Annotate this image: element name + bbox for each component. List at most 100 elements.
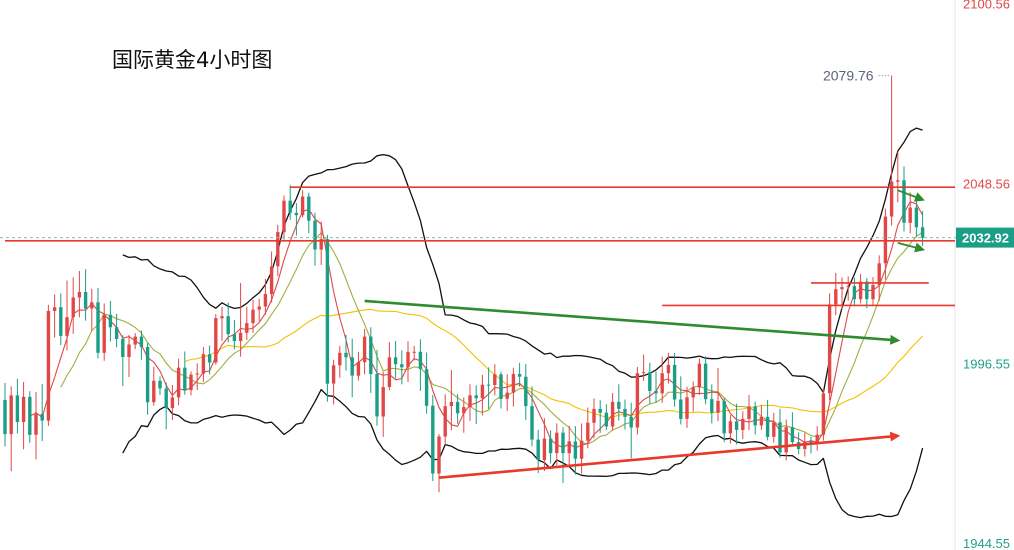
- candle-body: [282, 200, 286, 233]
- candle: [437, 434, 441, 493]
- candle-body: [672, 364, 677, 400]
- candle-body: [400, 364, 404, 368]
- y-tick-label: 1996.55: [963, 356, 1010, 371]
- candle: [586, 407, 590, 449]
- candle: [741, 411, 745, 439]
- candle-body: [83, 292, 88, 309]
- candle-body: [71, 297, 75, 318]
- candle: [96, 288, 100, 359]
- candle-body: [679, 399, 683, 419]
- candle: [821, 389, 826, 441]
- candle-body: [592, 408, 596, 423]
- candle: [449, 370, 454, 431]
- candle: [852, 277, 857, 307]
- y-tick-label: 2048.56: [963, 177, 1010, 192]
- candle: [796, 432, 801, 455]
- rising-trend-arrow: [438, 431, 901, 479]
- candle: [369, 327, 373, 393]
- candle-body: [555, 432, 559, 454]
- candle: [517, 362, 522, 387]
- candle-body: [108, 314, 113, 328]
- projection-arrow: [897, 241, 926, 253]
- candle-body: [883, 216, 888, 264]
- candle: [765, 399, 770, 441]
- candle: [827, 293, 832, 401]
- candle: [524, 363, 528, 420]
- candle: [114, 313, 119, 348]
- candle-body: [827, 304, 832, 394]
- candle: [356, 351, 361, 381]
- candle: [71, 277, 75, 334]
- candle: [672, 352, 677, 407]
- candle: [294, 203, 299, 236]
- candle: [152, 366, 156, 406]
- candle-body: [325, 239, 330, 384]
- candle-body: [648, 372, 652, 391]
- candle: [834, 272, 838, 316]
- candle: [592, 398, 596, 439]
- candle-body: [455, 401, 460, 414]
- candle: [418, 339, 423, 391]
- candle-body: [765, 416, 770, 437]
- candle-body: [821, 393, 826, 435]
- candle: [52, 294, 57, 338]
- candle: [412, 345, 416, 361]
- candle-body: [772, 422, 776, 437]
- candle-body: [517, 373, 522, 377]
- candle-body: [834, 289, 838, 305]
- candle: [263, 278, 268, 315]
- y-tick-label: 2100.56: [963, 0, 1010, 12]
- candle: [195, 363, 199, 391]
- candle: [164, 382, 168, 430]
- candle: [375, 349, 379, 426]
- candle-body: [728, 421, 733, 434]
- candle: [238, 282, 243, 357]
- candle-body: [127, 344, 131, 357]
- candle-body: [77, 292, 82, 298]
- candle-body: [734, 421, 739, 430]
- candle-body: [52, 307, 57, 311]
- candle-body: [610, 401, 615, 427]
- candle-body: [902, 180, 906, 223]
- candle-body: [567, 441, 571, 454]
- candle: [288, 185, 292, 220]
- candle: [21, 381, 26, 450]
- candle-body: [716, 400, 720, 413]
- candle-body: [480, 384, 485, 399]
- candle-body: [96, 302, 100, 353]
- candle: [914, 197, 919, 237]
- candle: [65, 280, 69, 351]
- candle-body: [511, 373, 516, 393]
- candle-body: [406, 352, 410, 368]
- candle-body: [350, 357, 354, 376]
- candle: [183, 351, 187, 395]
- candle-layer: [3, 75, 925, 493]
- candle: [170, 384, 175, 420]
- candle: [846, 276, 850, 301]
- y-tick-label: 1944.55: [963, 536, 1010, 550]
- candle-body: [617, 401, 621, 409]
- candle: [90, 288, 94, 332]
- candle-body: [145, 347, 150, 403]
- candle-body: [164, 388, 168, 409]
- candle: [703, 356, 708, 405]
- candle-body: [753, 406, 757, 426]
- candle: [871, 277, 875, 306]
- candle: [381, 371, 385, 437]
- candle: [883, 208, 888, 280]
- candle-body: [387, 357, 392, 387]
- candle-body: [40, 414, 44, 421]
- candle-body: [474, 395, 478, 399]
- candle-body: [790, 427, 795, 443]
- candle-body: [449, 401, 454, 407]
- candle: [480, 374, 485, 416]
- candle: [319, 221, 323, 265]
- candle-body: [356, 362, 361, 376]
- candle-body: [530, 406, 534, 440]
- candle-body: [195, 373, 199, 375]
- candle: [77, 270, 82, 318]
- candle-body: [654, 390, 658, 394]
- candle-body: [276, 232, 280, 267]
- candle-body: [176, 367, 181, 398]
- candle: [691, 381, 695, 412]
